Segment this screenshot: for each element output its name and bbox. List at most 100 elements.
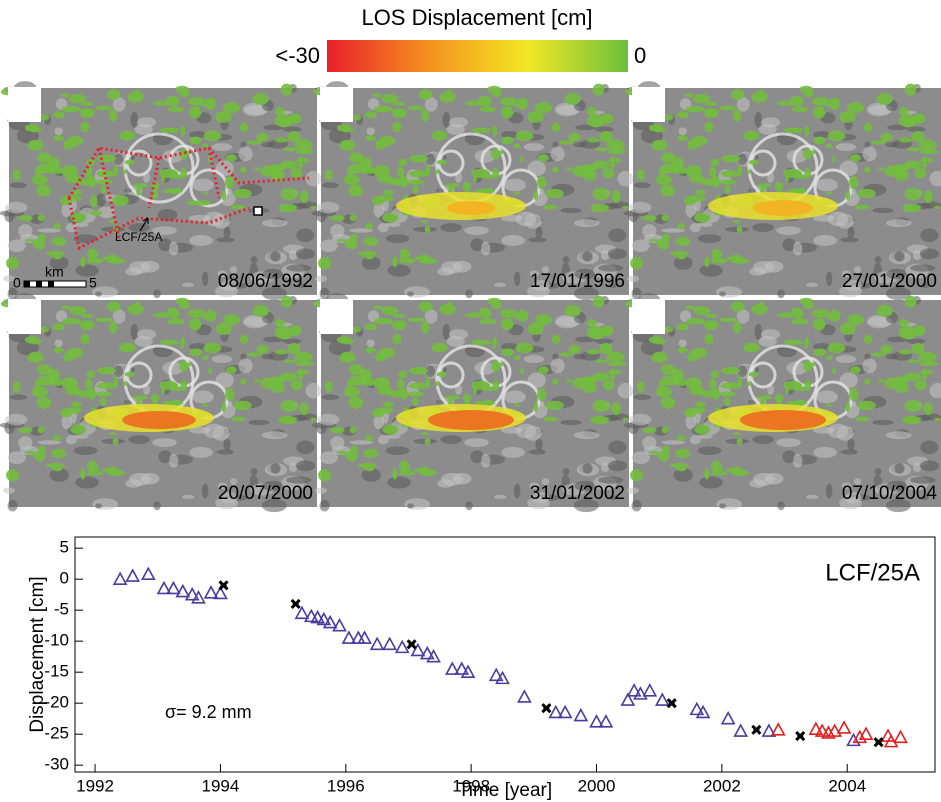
terrain-shade [501, 131, 519, 139]
deformation-pixels [813, 348, 826, 357]
deformation-core [428, 410, 514, 430]
deformation-pixels [132, 395, 149, 400]
deformation-pixels [551, 122, 561, 133]
deformation-pixels [87, 175, 97, 188]
y-tick-label: -10 [44, 631, 69, 650]
deformation-pixels [69, 93, 87, 104]
terrain-shade [542, 266, 550, 274]
deformation-pixels [898, 114, 918, 128]
terrain-shade [523, 355, 545, 364]
data-point [156, 580, 172, 595]
deformation-pixels [336, 124, 352, 132]
deformation-pixels [804, 379, 812, 392]
deformation-pixels [587, 107, 597, 116]
deformation-pixels [424, 437, 431, 446]
deformation-pixels [222, 102, 241, 114]
terrain-shade [825, 483, 833, 499]
deformation-pixels [436, 159, 447, 165]
terrain-shade [440, 472, 463, 486]
terrain-shade [719, 503, 726, 509]
terrain-shade [872, 419, 894, 426]
terrain-shade [582, 463, 593, 474]
deformation-pixels [829, 309, 841, 322]
deformation-pixels [517, 309, 529, 322]
scale-start: 0 [13, 275, 21, 291]
deformation-pixels [719, 105, 737, 111]
data-point [548, 704, 564, 719]
terrain-shade [678, 339, 687, 348]
deformation-pixels [497, 150, 505, 155]
deformation-pixels [224, 388, 235, 401]
deformation-pixels [671, 156, 684, 170]
deformation-pixels [207, 368, 213, 375]
data-point [852, 729, 868, 744]
terrain-shade [839, 496, 862, 510]
terrain-shade [847, 226, 855, 239]
deformation-pixels [670, 250, 689, 256]
deformation-pixels [537, 154, 549, 162]
deformation-pixels [397, 166, 405, 179]
map-notch [8, 87, 41, 122]
deformation-pixels [732, 321, 742, 334]
deformation-pixels [167, 106, 185, 113]
terrain-shade [250, 468, 258, 475]
deformation-pixels [704, 320, 719, 328]
deformation-pixels [537, 366, 549, 374]
terrain-shade [188, 214, 212, 222]
deformation-pixels [167, 318, 185, 325]
deformation-pixels [381, 93, 399, 104]
deformation-pixels [648, 336, 664, 344]
deformation-pixels [162, 400, 183, 406]
terrain-shade [515, 423, 537, 439]
terrain-shade [736, 97, 750, 112]
deformation-pixels [233, 188, 252, 199]
terrain-shade [501, 446, 526, 458]
terrain-shade [75, 264, 99, 277]
deformation-pixels [803, 148, 813, 160]
deformation-pixels [513, 403, 521, 407]
deformation-pixels [118, 342, 136, 353]
terrain-shade [424, 97, 438, 112]
deformation-pixels [880, 132, 893, 142]
deformation-pixels [558, 352, 574, 357]
deformation-pixels [711, 175, 721, 188]
deformation-pixels [923, 190, 933, 204]
deformation-pixels [790, 307, 804, 319]
deformation-pixels [870, 352, 886, 357]
terrain-shade [825, 271, 833, 287]
terrain-shade [49, 256, 69, 270]
deformation-pixels [898, 349, 912, 355]
plot-frame [74, 536, 936, 773]
terrain-shade [501, 343, 519, 351]
deformation-pixels [418, 301, 433, 312]
terrain-shade [542, 478, 550, 486]
reference-point [253, 206, 263, 216]
deformation-pixels [913, 113, 926, 124]
deformation-pixels [201, 103, 211, 108]
deformation-pixels [12, 169, 21, 181]
sigma-label: σ= 9.2 mm [165, 702, 252, 722]
annotation: LCF/25A [115, 230, 162, 244]
terrain-shade [435, 399, 445, 405]
deformation-pixels [201, 355, 209, 360]
map-date: 31/01/2002 [530, 483, 625, 504]
deformation-pixels [811, 308, 830, 318]
terrain-shade [321, 182, 339, 189]
data-point [322, 614, 338, 629]
deformation-pixels [474, 188, 495, 194]
deformation-pixels [720, 366, 741, 375]
terrain-shade [697, 446, 722, 456]
terrain-shade [573, 219, 600, 227]
terrain-shade [617, 382, 634, 399]
deformation-pixels [825, 103, 835, 108]
terrain-shade [152, 438, 177, 448]
deformation-pixels [299, 190, 309, 204]
deformation-pixels [382, 189, 394, 196]
deformation-pixels [799, 297, 813, 305]
deformation-pixels [642, 215, 657, 222]
deformation-core [446, 201, 496, 215]
deformation-pixels [660, 364, 676, 375]
deformation-pixels [364, 323, 377, 331]
deformation-pixels [66, 347, 84, 359]
deformation-pixels [80, 256, 86, 268]
